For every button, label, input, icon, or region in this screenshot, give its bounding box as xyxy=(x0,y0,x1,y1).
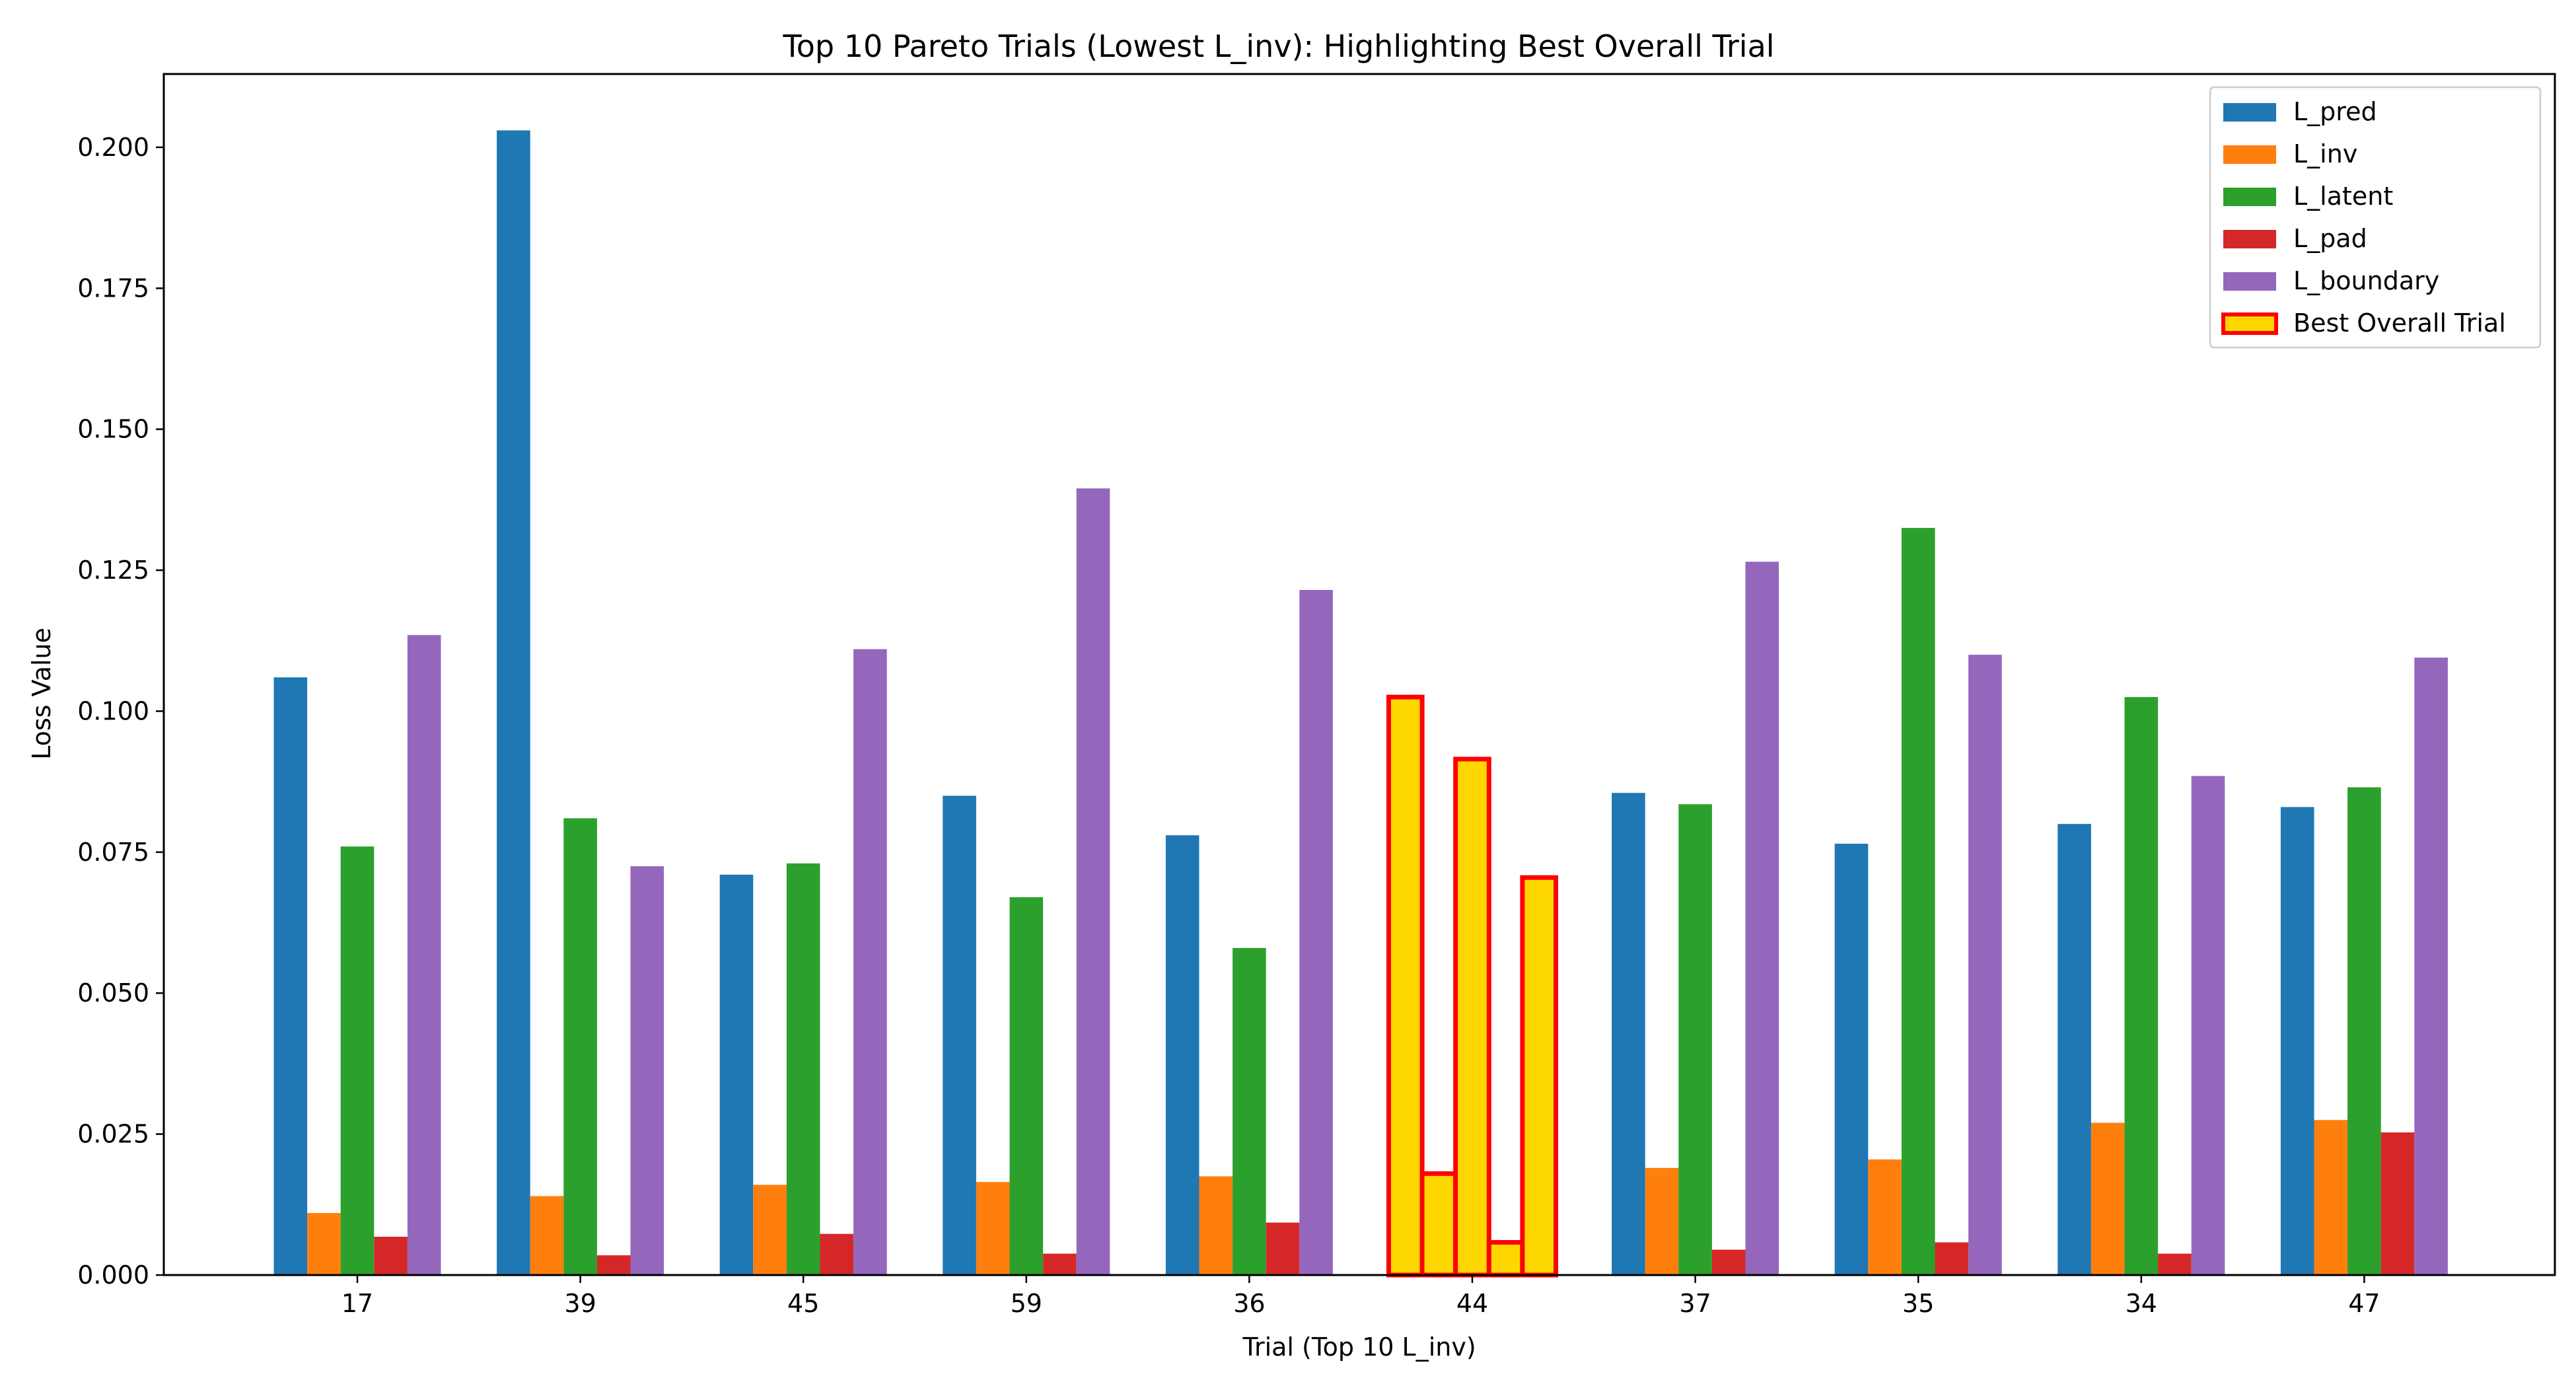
bar-l-boundary-trial-47: L_boundary (47): 0.1095 xyxy=(2414,657,2448,1275)
bar-l-pad-trial-44: L_pad (44): 0.0058 xyxy=(1486,1240,1525,1278)
legend-label-l-latent: L_latent xyxy=(2293,182,2393,211)
bar-l-pad-trial-59: L_pad (59): 0.0038 xyxy=(1043,1253,1077,1275)
legend-swatch-l-boundary xyxy=(2223,272,2276,291)
bar-l-pad-trial-45: L_pad (45): 0.0073 xyxy=(820,1233,854,1275)
bar-l-boundary-trial-39: L_boundary (39): 0.0725 xyxy=(630,866,664,1275)
y-tick-label: 0.125 xyxy=(77,556,149,585)
legend-box xyxy=(2209,86,2542,349)
x-tick-label: 39 xyxy=(564,1289,596,1318)
y-tick-label: 0.025 xyxy=(77,1120,149,1149)
bar-l-latent-trial-35: L_latent (35): 0.1325 xyxy=(1901,528,1935,1275)
y-tick-label: 0.075 xyxy=(77,838,149,867)
bar-l-latent-trial-39: L_latent (39): 0.081 xyxy=(563,818,597,1275)
bar-l-pad-trial-34: L_pad (34): 0.0038 xyxy=(2158,1253,2192,1275)
y-tick-label: 0.100 xyxy=(77,696,149,725)
bar-l-pad-trial-37: L_pad (37): 0.0045 xyxy=(1711,1249,1746,1275)
bar-l-pred-trial-44: L_pred (44): 0.1025 xyxy=(1386,694,1425,1278)
bar-l-boundary-trial-17: L_boundary (17): 0.1135 xyxy=(407,635,441,1275)
bar-l-latent-trial-59: L_latent (59): 0.067 xyxy=(1009,897,1044,1275)
bar-l-latent-trial-34: L_latent (34): 0.1025 xyxy=(2124,697,2159,1275)
plot-frame xyxy=(162,73,2556,1276)
legend-label-l-pred: L_pred xyxy=(2293,97,2377,126)
bar-l-boundary-trial-45: L_boundary (45): 0.111 xyxy=(853,649,887,1275)
bar-l-pad-trial-17: L_pad (17): 0.0068 xyxy=(374,1237,408,1275)
bar-l-inv-trial-17: L_inv (17): 0.011 xyxy=(307,1213,341,1275)
bar-l-pred-trial-45: L_pred (45): 0.071 xyxy=(719,875,754,1275)
bar-l-pad-trial-47: L_pad (47): 0.0253 xyxy=(2380,1132,2415,1275)
bar-l-inv-trial-36: L_inv (36): 0.0175 xyxy=(1199,1176,1233,1275)
bar-l-latent-trial-17: L_latent (17): 0.076 xyxy=(340,846,375,1275)
axes-layer: 0.000 0.025 0.050 0.075 0.100 0.125 0.150 0.175… xyxy=(77,73,2556,1318)
legend-swatch-l-latent xyxy=(2223,188,2276,206)
bar-l-latent-trial-44: L_latent (44): 0.0915 xyxy=(1453,756,1491,1278)
bar-l-inv-trial-37: L_inv (37): 0.019 xyxy=(1645,1167,1679,1275)
bar-l-pred-trial-37: L_pred (37): 0.0855 xyxy=(1612,793,1645,1275)
bar-l-boundary-trial-34: L_boundary (34): 0.0885 xyxy=(2191,776,2225,1275)
bar-l-inv-trial-59: L_inv (59): 0.0165 xyxy=(976,1182,1010,1275)
x-axis-label: Trial (Top 10 L_inv) xyxy=(1242,1333,1476,1362)
y-tick-label: 0.200 xyxy=(77,133,149,162)
x-tick-label: 47 xyxy=(2348,1289,2380,1318)
bar-l-pred-trial-47: L_pred (47): 0.083 xyxy=(2280,807,2314,1275)
bar-l-boundary-trial-36: L_boundary (36): 0.1215 xyxy=(1299,590,1333,1275)
x-tick-label: 44 xyxy=(1456,1289,1488,1318)
legend-label-l-inv: L_inv xyxy=(2293,139,2357,168)
bar-l-boundary-trial-59: L_boundary (59): 0.1395 xyxy=(1076,488,1110,1275)
legend-label-l-pad: L_pad xyxy=(2293,224,2367,253)
bar-l-inv-trial-44: L_inv (44): 0.018 xyxy=(1419,1171,1458,1278)
bar-l-inv-trial-35: L_inv (35): 0.0205 xyxy=(1868,1159,1902,1275)
bar-l-pred-trial-17: L_pred (17): 0.106 xyxy=(273,677,308,1275)
bar-l-boundary-trial-44: L_boundary (44): 0.0705 xyxy=(1520,875,1558,1278)
legend-label-l-boundary: L_boundary xyxy=(2293,266,2439,295)
x-tick-label: 34 xyxy=(2126,1289,2157,1318)
bar-l-latent-trial-47: L_latent (47): 0.0865 xyxy=(2347,787,2381,1275)
bars-layer: L_pred (17): 0.106L_inv (17): 0.011L_lat… xyxy=(273,130,2448,1278)
bar-l-pad-trial-36: L_pad (36): 0.0093 xyxy=(1266,1222,1300,1275)
y-tick-label: 0.150 xyxy=(77,415,149,444)
chart-title: Top 10 Pareto Trials (Lowest L_inv): Hig… xyxy=(782,28,1774,64)
legend-swatch-best-overall-trial xyxy=(2221,312,2278,335)
x-tick-label: 35 xyxy=(1902,1289,1934,1318)
legend-swatch-l-pad xyxy=(2223,230,2276,248)
bar-l-pad-trial-39: L_pad (39): 0.0035 xyxy=(596,1255,631,1275)
bar-l-inv-trial-34: L_inv (34): 0.027 xyxy=(2091,1122,2125,1275)
bar-l-inv-trial-47: L_inv (47): 0.0275 xyxy=(2314,1120,2348,1275)
x-tick-label: 37 xyxy=(1679,1289,1711,1318)
bar-l-boundary-trial-37: L_boundary (37): 0.1265 xyxy=(1745,562,1779,1275)
bar-l-pred-trial-59: L_pred (59): 0.085 xyxy=(943,795,976,1275)
x-tick-label: 17 xyxy=(341,1289,373,1318)
bar-l-pred-trial-34: L_pred (34): 0.08 xyxy=(2057,824,2091,1275)
x-tick-label: 45 xyxy=(787,1289,819,1318)
bar-l-latent-trial-45: L_latent (45): 0.073 xyxy=(786,863,820,1275)
y-tick-label: 0.000 xyxy=(77,1261,149,1290)
bar-l-inv-trial-45: L_inv (45): 0.016 xyxy=(753,1185,787,1275)
y-axis-label: Loss Value xyxy=(27,628,56,760)
bar-l-boundary-trial-35: L_boundary (35): 0.11 xyxy=(1968,655,2002,1275)
bar-l-pred-trial-35: L_pred (35): 0.0765 xyxy=(1834,844,1869,1275)
x-tick-label: 59 xyxy=(1011,1289,1042,1318)
bar-l-latent-trial-37: L_latent (37): 0.0835 xyxy=(1678,804,1712,1275)
bar-l-inv-trial-39: L_inv (39): 0.014 xyxy=(530,1196,564,1275)
legend-label-best-overall-trial: Best Overall Trial xyxy=(2293,309,2506,338)
y-tick-label: 0.050 xyxy=(77,978,149,1007)
y-tick-label: 0.175 xyxy=(77,274,149,303)
bar-l-latent-trial-36: L_latent (36): 0.058 xyxy=(1233,948,1266,1275)
legend-swatch-l-pred xyxy=(2223,103,2276,122)
bar-l-pred-trial-36: L_pred (36): 0.078 xyxy=(1165,835,1199,1275)
x-tick-label: 36 xyxy=(1233,1289,1265,1318)
legend-swatch-l-inv xyxy=(2223,145,2276,164)
bar-l-pred-trial-39: L_pred (39): 0.203 xyxy=(497,130,530,1275)
bar-l-pad-trial-35: L_pad (35): 0.0058 xyxy=(1935,1242,1969,1275)
legend: L_pred L_inv L_latent L_pad L_boundary Best O… xyxy=(2209,86,2542,349)
